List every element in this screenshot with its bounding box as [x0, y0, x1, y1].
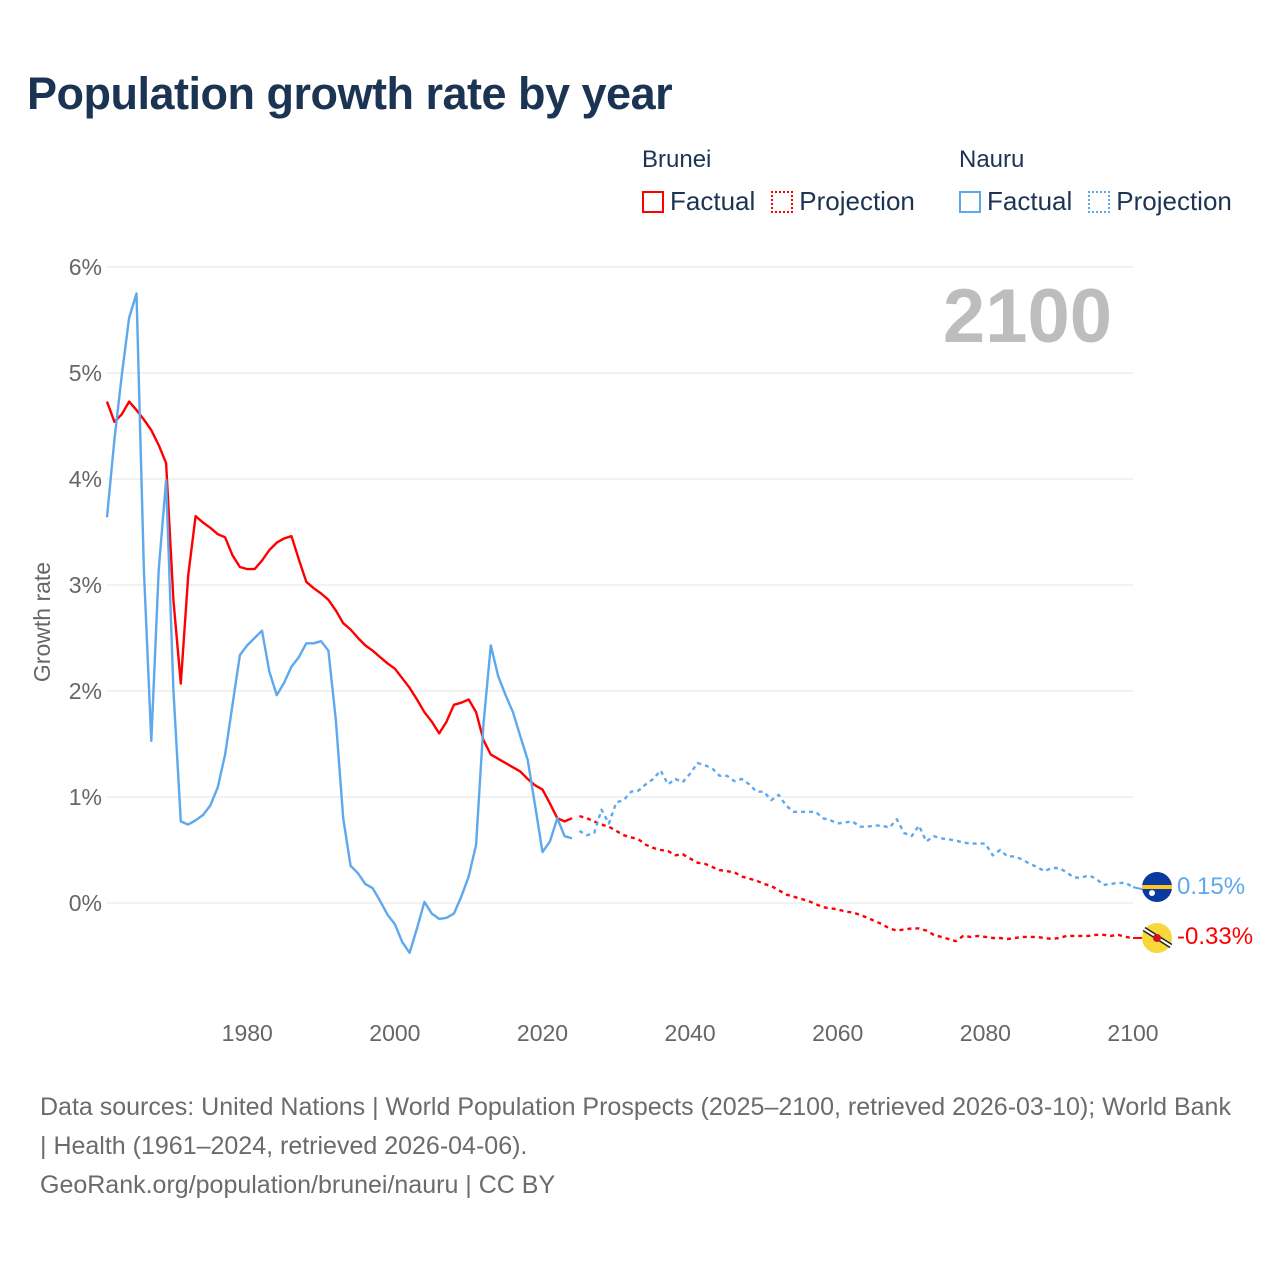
y-tick-label: 2%	[69, 678, 102, 704]
nauru-connector	[1132, 886, 1143, 891]
x-tick-label: 2080	[960, 1020, 1011, 1046]
footer: Data sources: United Nations | World Pop…	[40, 1088, 1240, 1205]
x-tick-label: 2020	[517, 1020, 568, 1046]
brunei-flag-icon	[1142, 923, 1173, 953]
year-overlay: 2100	[943, 274, 1112, 359]
y-tick-label: 4%	[69, 466, 102, 492]
y-axis-label: Growth rate	[29, 562, 55, 682]
y-tick-label: 1%	[69, 784, 102, 810]
x-tick-label: 2060	[812, 1020, 863, 1046]
brunei-factual-line	[105, 400, 573, 823]
x-tick-label: 2040	[665, 1020, 716, 1046]
credit-link[interactable]: GeoRank.org/population/brunei/nauru | CC…	[40, 1171, 556, 1199]
nauru-end-label: 0.15%	[1177, 873, 1245, 900]
x-tick-label: 2100	[1107, 1020, 1158, 1046]
legend-brunei: Factual Projection	[642, 186, 915, 217]
dotted-swatch-icon	[1088, 190, 1111, 213]
data-sources: Data sources: United Nations | World Pop…	[40, 1093, 1231, 1160]
brunei-projection-line	[579, 814, 1134, 943]
legend-label: Factual	[987, 186, 1073, 216]
page-title: Population growth rate by year	[27, 68, 673, 119]
legend-brunei-projection[interactable]: Projection	[771, 186, 915, 217]
legend-label: Factual	[670, 186, 756, 216]
y-tick-label: 5%	[69, 360, 102, 386]
nauru-flag-icon	[1142, 872, 1172, 902]
x-tick-label: 2000	[369, 1020, 420, 1046]
legend-nauru-factual[interactable]: Factual	[959, 186, 1072, 217]
nauru-factual-line	[105, 292, 573, 954]
nauru-projection-line	[578, 761, 1134, 889]
legend-label: Projection	[1116, 186, 1232, 216]
legend-label: Projection	[799, 186, 915, 216]
legend-group-nauru: Nauru	[959, 146, 1025, 173]
solid-swatch-icon	[642, 190, 664, 213]
solid-swatch-icon	[959, 190, 981, 213]
y-tick-label: 3%	[69, 572, 102, 598]
legend-nauru-projection[interactable]: Projection	[1088, 186, 1232, 217]
y-tick-label: 0%	[69, 890, 102, 916]
legend-nauru: Factual Projection	[959, 186, 1232, 217]
brunei-end-label: -0.33%	[1177, 923, 1253, 950]
legend-group-brunei: Brunei	[642, 146, 712, 173]
dotted-swatch-icon	[771, 190, 794, 213]
legend-brunei-factual[interactable]: Factual	[642, 186, 755, 217]
y-tick-label: 6%	[69, 254, 102, 280]
x-tick-label: 1980	[222, 1020, 273, 1046]
